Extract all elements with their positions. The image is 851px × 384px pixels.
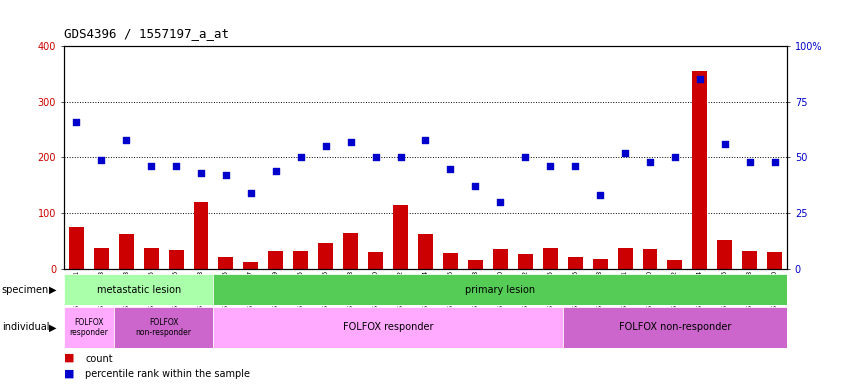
Point [220,172,233,178]
Bar [214,274,787,305]
Point [169,163,183,169]
Text: specimen: specimen [2,285,49,295]
Bar [193,202,208,269]
Bar [243,262,259,269]
Bar [543,248,557,269]
Bar [643,249,658,269]
Bar [294,251,308,269]
Bar [517,254,533,269]
Bar [618,248,632,269]
Bar [64,274,214,305]
Text: GDS4396 / 1557197_a_at: GDS4396 / 1557197_a_at [64,27,229,40]
Bar [368,252,383,269]
Point [119,137,133,143]
Point [718,141,732,147]
Point [544,163,557,169]
Bar [393,205,408,269]
Text: ▶: ▶ [49,322,57,333]
Bar [64,307,114,348]
Point [568,163,582,169]
Point [94,157,108,163]
Point [269,168,283,174]
Text: FOLFOX non-responder: FOLFOX non-responder [619,322,731,333]
Bar [563,307,787,348]
Point [618,150,631,156]
Point [344,139,357,145]
Bar [94,248,109,269]
Point [593,192,607,199]
Bar [768,252,782,269]
Bar [693,71,707,269]
Point [469,183,483,189]
Bar [144,248,158,269]
Bar [568,257,583,269]
Point [145,163,158,169]
Bar [69,227,83,269]
Point [743,159,757,165]
Point [194,170,208,176]
Text: FOLFOX
non-responder: FOLFOX non-responder [135,318,191,337]
Text: ■: ■ [64,368,74,378]
Bar [168,250,184,269]
Point [368,154,382,161]
Point [319,143,333,149]
Bar [343,233,358,269]
Text: FOLFOX
responder: FOLFOX responder [69,318,108,337]
Bar [114,307,214,348]
Point [294,154,307,161]
Bar [443,253,458,269]
Text: percentile rank within the sample: percentile rank within the sample [85,369,250,379]
Bar [118,234,134,269]
Point [419,137,432,143]
Bar [667,260,683,269]
Point [643,159,657,165]
Bar [742,251,757,269]
Point [443,166,457,172]
Text: count: count [85,354,112,364]
Bar [318,243,334,269]
Text: FOLFOX responder: FOLFOX responder [343,322,433,333]
Point [244,190,258,196]
Point [693,76,706,83]
Point [518,154,532,161]
Point [494,199,507,205]
Bar [592,259,608,269]
Point [70,119,83,125]
Text: ▶: ▶ [49,285,57,295]
Text: primary lesion: primary lesion [465,285,535,295]
Bar [493,249,508,269]
Bar [717,240,733,269]
Bar [268,251,283,269]
Text: metastatic lesion: metastatic lesion [96,285,180,295]
Text: ■: ■ [64,353,74,363]
Bar [418,234,433,269]
Point [668,154,682,161]
Bar [468,260,483,269]
Point [394,154,408,161]
Text: individual: individual [2,322,49,333]
Point [768,159,781,165]
Bar [219,257,233,269]
Bar [214,307,563,348]
